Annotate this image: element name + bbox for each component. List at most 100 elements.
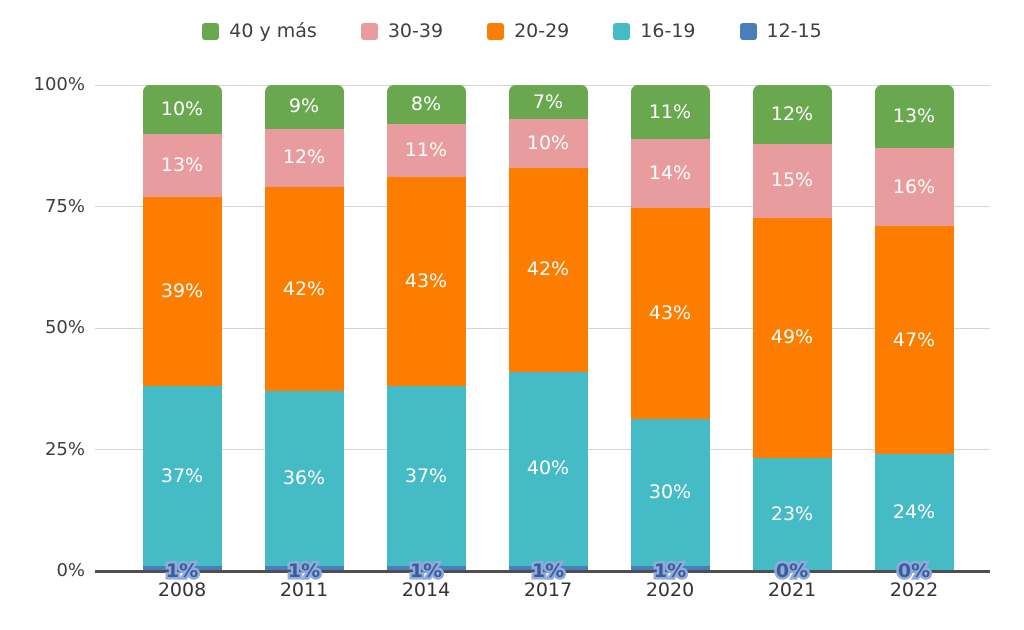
outside-value-label-outline: 1% [651, 558, 688, 585]
segment-value-label: 42% [282, 277, 326, 300]
gridline-100 [95, 84, 990, 86]
x-axis-line [95, 570, 990, 573]
bar-segment-30-39: 13% [142, 133, 222, 197]
segment-value-label: 49% [770, 326, 814, 349]
outside-value-label-12-15: 0% 0% [731, 557, 853, 585]
legend-swatch-icon [202, 22, 220, 40]
segment-value-label: 9% [288, 95, 320, 118]
segment-value-label: 47% [892, 328, 936, 351]
bar-segment-20-29: 43% [630, 207, 710, 419]
bar-group-2020: 30% 43% 14% 11% [630, 85, 710, 571]
segment-value-label: 23% [770, 503, 814, 526]
bar-segment-16-19: 36% [264, 391, 344, 567]
legend-swatch-icon [739, 22, 757, 40]
bar-segment-20-29: 49% [752, 217, 832, 459]
y-tick-label-75: 75% [44, 195, 85, 217]
bar-group-2014: 37% 43% 11% 8% [386, 85, 466, 571]
y-tick-label-100: 100% [33, 74, 85, 95]
bar-segment-16-19: 40% [508, 371, 588, 567]
x-tick-label-2021: 2021 [767, 579, 817, 601]
segment-value-label: 40% [526, 457, 570, 480]
legend-swatch-icon [613, 22, 631, 40]
outside-value-label-outline: 1% [529, 558, 566, 585]
segment-value-label: 13% [892, 105, 936, 128]
legend-item-30-39: 30-39 [360, 20, 444, 42]
outside-value-label-outline: 1% [285, 558, 322, 585]
bar-segment-30-39: 11% [386, 123, 466, 178]
segment-value-label: 16% [892, 175, 936, 198]
segment-value-label: 11% [648, 100, 692, 123]
segment-value-label: 43% [404, 270, 448, 293]
legend-item-16-19: 16-19 [613, 20, 696, 42]
bar-segment-12-15 [264, 566, 344, 571]
bar-segment-16-19: 30% [630, 418, 710, 567]
segment-value-label: 12% [282, 146, 326, 169]
outside-value-label-fill: 0% [897, 560, 931, 582]
legend-swatch-icon [360, 22, 378, 40]
bar-group-2021: 23% 49% 15% 12% [752, 85, 832, 571]
legend-label: 40 y más [229, 20, 317, 42]
legend-label: 12-15 [766, 20, 822, 42]
bar-segment-20-29: 43% [386, 177, 466, 387]
segment-value-label: 42% [526, 258, 570, 281]
outside-value-label-12-15: 1% 1% [365, 557, 487, 585]
outside-value-label-fill: 1% [531, 560, 565, 582]
y-tick-label-0: 0% [56, 560, 85, 581]
bar-segment-12-15 [386, 566, 466, 571]
outside-value-label-fill: 0% [775, 560, 809, 582]
outside-value-label-fill: 1% [287, 560, 321, 582]
bar-segment-20-29: 39% [142, 196, 222, 387]
segment-value-label: 8% [410, 92, 442, 115]
legend-item-12-15: 12-15 [739, 20, 822, 42]
bar-segment-12-15 [630, 566, 710, 571]
outside-value-label-fill: 1% [653, 560, 687, 582]
outside-value-label-12-15: 0% 0% [853, 557, 975, 585]
bar-segment-40-y-más: 13% [874, 85, 954, 149]
x-tick-label-2011: 2011 [279, 579, 329, 601]
x-tick-label-2020: 2020 [645, 579, 695, 601]
segment-value-label: 12% [770, 102, 814, 125]
segment-value-label: 37% [404, 464, 448, 487]
outside-value-label-fill: 1% [165, 560, 199, 582]
outside-value-label-fill: 1% [409, 560, 443, 582]
bar-segment-30-39: 10% [508, 119, 588, 168]
bar-segment-12-15 [508, 566, 588, 571]
chart-legend: 40 y más 30-39 20-29 16-19 12-15 [0, 20, 1024, 42]
bar-segment-30-39: 16% [874, 148, 954, 226]
outside-value-label-12-15: 1% 1% [121, 557, 243, 585]
bar-group-2008: 37% 39% 13% 10% [142, 85, 222, 571]
segment-value-label: 37% [160, 464, 204, 487]
outside-value-label-12-15: 1% 1% [243, 557, 365, 585]
outside-value-label-outline: 1% [163, 558, 200, 585]
bar-segment-20-29: 47% [874, 225, 954, 455]
legend-label: 20-29 [514, 20, 570, 42]
y-tick-label-50: 50% [44, 317, 85, 338]
segment-value-label: 10% [526, 131, 570, 154]
legend-item-40-y-más: 40 y más [202, 20, 317, 42]
legend-item-20-29: 20-29 [487, 20, 569, 42]
bar-segment-30-39: 14% [630, 139, 710, 208]
outside-value-label-12-15: 1% 1% [609, 557, 731, 585]
outside-value-label-12-15: 1% 1% [487, 557, 609, 585]
x-tick-label-2014: 2014 [401, 579, 451, 601]
legend-label: 30-39 [387, 20, 444, 42]
bar-segment-16-19: 23% [752, 458, 832, 571]
segment-value-label: 39% [160, 280, 204, 303]
bar-group-2017: 40% 42% 10% 7% [508, 85, 588, 571]
segment-value-label: 43% [648, 301, 692, 324]
bar-segment-40-y-más: 8% [386, 85, 466, 124]
bar-segment-40-y-más: 9% [264, 85, 344, 129]
segment-value-label: 10% [160, 97, 204, 120]
segment-value-label: 13% [160, 153, 204, 176]
bar-segment-20-29: 42% [508, 167, 588, 372]
bar-group-2022: 24% 47% 16% 13% [874, 85, 954, 571]
bar-segment-40-y-más: 7% [508, 85, 588, 120]
legend-label: 16-19 [640, 20, 696, 42]
bar-segment-30-39: 15% [752, 143, 832, 218]
bar-segment-40-y-más: 11% [630, 85, 710, 140]
outside-value-label-outline: 0% [895, 558, 932, 585]
bar-segment-30-39: 12% [264, 128, 344, 188]
segment-value-label: 14% [648, 161, 692, 184]
outside-value-label-outline: 1% [407, 558, 444, 585]
